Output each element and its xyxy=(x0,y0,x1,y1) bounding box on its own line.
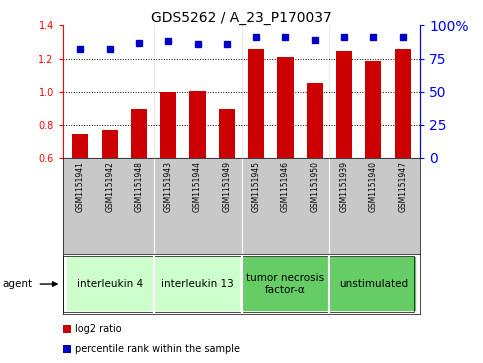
Text: GSM1151949: GSM1151949 xyxy=(222,161,231,212)
Bar xyxy=(66,257,154,311)
Bar xyxy=(329,257,417,311)
Text: GSM1151939: GSM1151939 xyxy=(340,161,349,212)
Bar xyxy=(72,134,88,257)
Bar xyxy=(277,57,294,257)
Bar xyxy=(307,82,323,257)
Bar xyxy=(395,49,411,257)
Bar xyxy=(154,257,242,311)
Text: GSM1151942: GSM1151942 xyxy=(105,161,114,212)
Text: agent: agent xyxy=(2,279,32,289)
Bar xyxy=(101,130,118,257)
Text: unstimulated: unstimulated xyxy=(339,279,408,289)
Text: GSM1151944: GSM1151944 xyxy=(193,161,202,212)
Text: GSM1151941: GSM1151941 xyxy=(76,161,85,212)
Text: GSM1151950: GSM1151950 xyxy=(310,161,319,212)
Text: GSM1151945: GSM1151945 xyxy=(252,161,261,212)
Bar xyxy=(219,109,235,257)
Text: tumor necrosis
factor-α: tumor necrosis factor-α xyxy=(246,273,325,295)
Text: GSM1151947: GSM1151947 xyxy=(398,161,407,212)
Text: log2 ratio: log2 ratio xyxy=(75,324,122,334)
Bar xyxy=(336,51,352,257)
Bar xyxy=(248,49,264,257)
Text: interleukin 4: interleukin 4 xyxy=(77,279,143,289)
Text: interleukin 13: interleukin 13 xyxy=(161,279,234,289)
Bar xyxy=(189,91,206,257)
Text: percentile rank within the sample: percentile rank within the sample xyxy=(75,344,240,354)
Bar xyxy=(365,61,382,257)
Bar xyxy=(160,91,176,257)
Bar xyxy=(131,109,147,257)
Bar xyxy=(242,257,329,311)
Text: GDS5262 / A_23_P170037: GDS5262 / A_23_P170037 xyxy=(151,11,332,25)
Text: GSM1151946: GSM1151946 xyxy=(281,161,290,212)
Text: GSM1151940: GSM1151940 xyxy=(369,161,378,212)
Text: GSM1151948: GSM1151948 xyxy=(134,161,143,212)
Text: GSM1151943: GSM1151943 xyxy=(164,161,173,212)
